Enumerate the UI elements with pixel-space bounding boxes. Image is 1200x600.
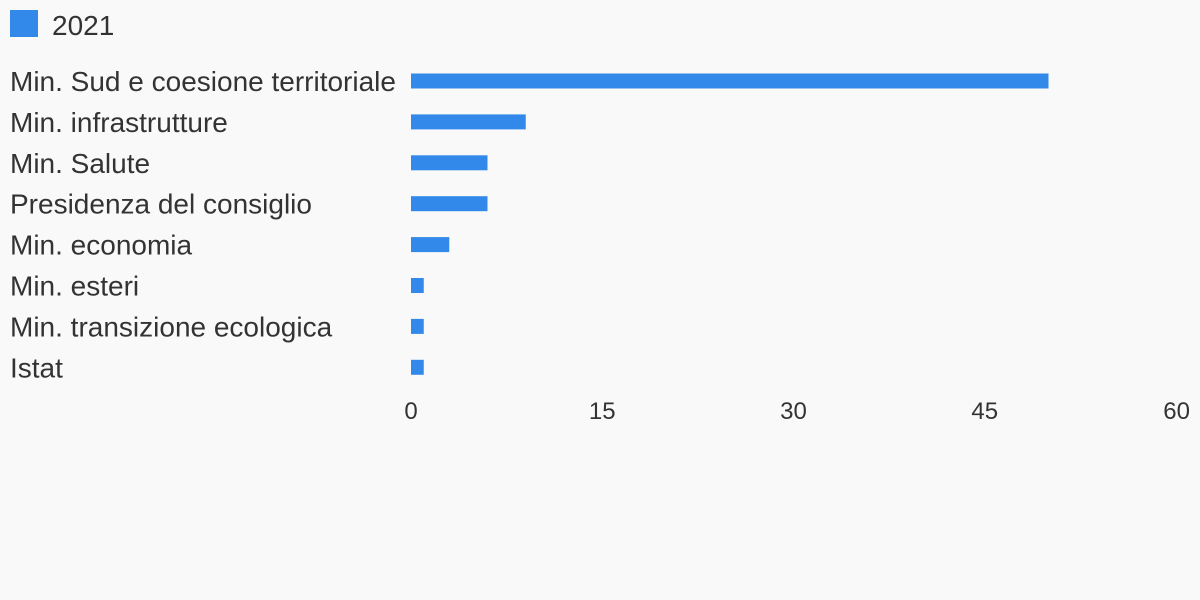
bar <box>411 196 488 212</box>
legend: 2021 <box>10 10 114 41</box>
bar <box>411 114 526 130</box>
category-label: Min. Salute <box>10 148 150 179</box>
x-tick-label: 0 <box>404 398 417 425</box>
category-label: Min. economia <box>10 230 193 261</box>
bar <box>411 359 424 375</box>
bar <box>411 278 424 293</box>
bar <box>411 237 450 253</box>
category-label: Min. infrastrutture <box>10 107 228 138</box>
bar <box>411 155 488 171</box>
x-tick-label: 45 <box>971 398 998 425</box>
category-label: Presidenza del consiglio <box>10 189 312 220</box>
category-label: Istat <box>10 352 63 383</box>
category-label: Min. transizione ecologica <box>10 311 333 342</box>
x-axis: 0 15 30 45 60 <box>404 398 1190 425</box>
category-labels: Min. Sud e coesione territoriale Min. inf… <box>10 66 396 383</box>
x-tick-label: 60 <box>1163 398 1190 425</box>
category-label: Min. esteri <box>10 271 139 302</box>
x-tick-label: 15 <box>589 398 616 425</box>
category-label: Min. Sud e coesione territoriale <box>10 66 396 97</box>
legend-swatch <box>10 10 38 37</box>
bar <box>411 73 1049 89</box>
x-tick-label: 30 <box>780 398 807 425</box>
bar <box>411 318 424 334</box>
bars <box>411 73 1049 375</box>
legend-label: 2021 <box>52 10 114 41</box>
